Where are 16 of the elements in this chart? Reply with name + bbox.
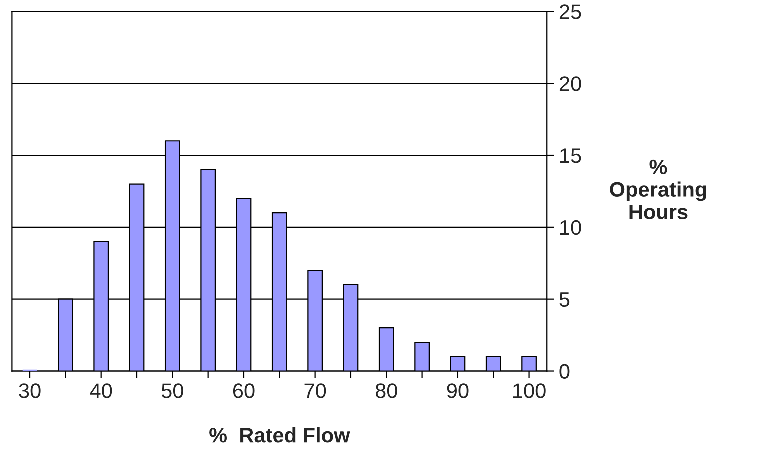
x-tick-label: 80 [376,384,398,398]
x-axis-title: % Rated Flow [210,427,350,443]
y-tick-label: 10 [560,220,582,236]
x-tick-label: 100 [513,384,546,398]
x-tick-label: 70 [304,384,326,398]
x-tick-label: 30 [19,384,41,398]
x-tick-label: 90 [447,384,469,398]
y-tick-label: 5 [560,292,570,308]
y-tick-label: 0 [560,364,570,380]
x-tick-label: 50 [162,384,184,398]
y-tick-label: 25 [560,4,582,20]
y-tick-label: 15 [560,148,582,164]
x-tick-label: 40 [90,384,112,398]
y-tick-label: 20 [560,76,582,92]
y-axis-title: % Operating Hours [610,160,706,220]
x-tick-label: 60 [233,384,255,398]
